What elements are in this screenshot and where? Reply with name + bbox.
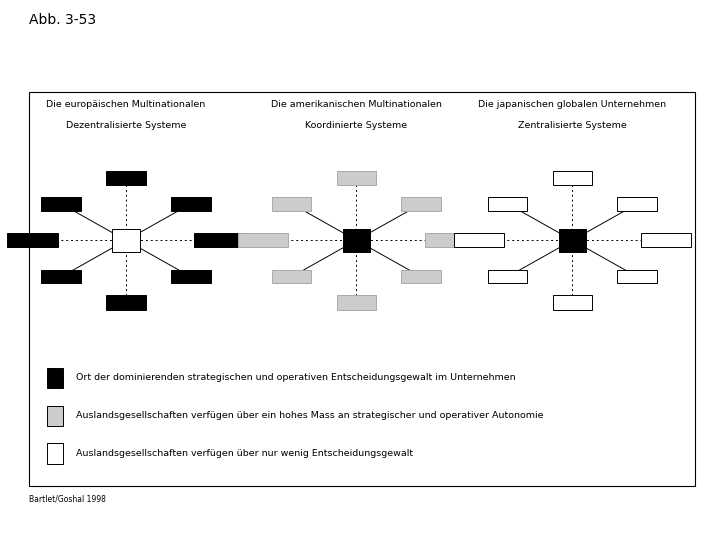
Bar [47, 443, 63, 464]
Bar [454, 233, 504, 247]
Text: Auslandsgesellschaften verfügen über nur wenig Entscheidungsgewalt: Auslandsgesellschaften verfügen über nur… [76, 449, 413, 458]
Bar [107, 171, 145, 185]
Text: Abb. 3-53: Abb. 3-53 [29, 14, 96, 28]
Bar [641, 233, 691, 247]
Bar [488, 197, 528, 211]
Bar [336, 171, 376, 185]
Bar [107, 295, 145, 309]
Text: Auslandsgesellschaften verfügen über ein hohes Mass an strategischer und operati: Auslandsgesellschaften verfügen über ein… [76, 411, 543, 420]
Text: Zentralisierte Systeme: Zentralisierte Systeme [518, 122, 627, 131]
Bar [171, 197, 211, 211]
Bar [272, 270, 311, 284]
Bar [47, 406, 63, 426]
Bar [425, 233, 475, 247]
Bar [488, 270, 528, 284]
Bar [238, 233, 288, 247]
Bar [618, 270, 657, 284]
Bar [618, 197, 657, 211]
Text: Dezentralisierte Systeme: Dezentralisierte Systeme [66, 122, 186, 131]
Bar [171, 270, 211, 284]
Text: Die japanischen globalen Unternehmen: Die japanischen globalen Unternehmen [478, 100, 667, 109]
Text: Bartlet/Goshal 1998: Bartlet/Goshal 1998 [29, 494, 106, 503]
Bar [194, 233, 245, 247]
Bar [402, 197, 441, 211]
Bar [402, 270, 441, 284]
Bar [112, 228, 140, 252]
Bar [553, 295, 593, 309]
Bar [559, 228, 586, 252]
Bar [553, 171, 593, 185]
Bar [343, 228, 370, 252]
Bar [42, 197, 81, 211]
Text: Die amerikanischen Multinationalen: Die amerikanischen Multinationalen [271, 100, 442, 109]
Bar [47, 368, 63, 388]
Bar [272, 197, 311, 211]
Text: Ort der dominierenden strategischen und operativen Entscheidungsgewalt im Untern: Ort der dominierenden strategischen und … [76, 374, 516, 382]
Text: Koordinierte Systeme: Koordinierte Systeme [305, 122, 408, 131]
Bar [29, 92, 695, 486]
Text: Die europäischen Multinationalen: Die europäischen Multinationalen [46, 100, 206, 109]
Bar [336, 295, 376, 309]
Bar [7, 233, 58, 247]
Bar [42, 270, 81, 284]
